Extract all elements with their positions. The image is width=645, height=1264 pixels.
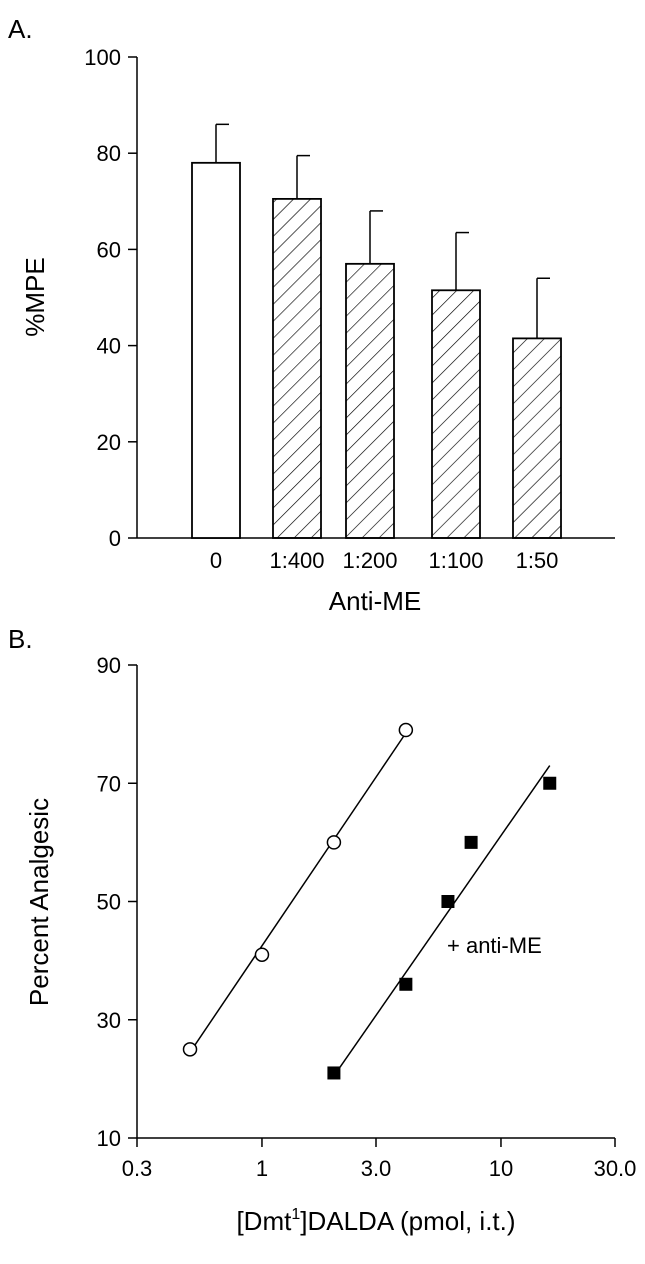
panel-b-x-tick-label: 1 <box>256 1156 268 1181</box>
panel-a-bar <box>345 262 395 539</box>
panel-a-category-label: 1:200 <box>342 548 397 573</box>
panel-b-chart: B. 10 30 50 70 90 0.3 1 3.0 10 30.0 + anti-ME [D… <box>8 624 636 1236</box>
panel-b-y-tick-label: 10 <box>97 1126 121 1151</box>
panel-a-bar <box>272 197 322 539</box>
panel-a-y-tick-label: 0 <box>109 526 121 551</box>
panel-b-x-tick-label: 30.0 <box>594 1156 637 1181</box>
panel-b-annotation: + anti-ME <box>447 933 542 958</box>
panel-b-y-axis-title: Percent Analgesic <box>24 798 54 1006</box>
panel-b-filled-square-point <box>441 895 455 908</box>
panel-b-y-tick-label: 70 <box>97 771 121 796</box>
panel-b-filled-square-point <box>399 977 413 991</box>
panel-b-fit-line-1 <box>189 732 407 1053</box>
panel-b-fit-line-2 <box>333 765 551 1077</box>
panel-a-bar <box>512 337 562 539</box>
panel-b-y-tick-label: 50 <box>97 890 121 915</box>
panel-a-y-tick-label: 20 <box>97 430 121 455</box>
panel-b-x-axis-title: [Dmt1]DALDA (pmol, i.t.) <box>236 1206 515 1236</box>
panel-a-category-label: 1:400 <box>269 548 324 573</box>
panel-a-x-axis-title: Anti-ME <box>329 586 421 616</box>
panel-b-label: B. <box>8 624 33 654</box>
panel-b-filled-square-point <box>327 1066 341 1080</box>
panel-a-category-label: 0 <box>210 548 222 573</box>
panel-b-open-circle-point <box>398 722 414 738</box>
panel-b-x-tick-label: 10 <box>489 1156 513 1181</box>
panel-a-label: A. <box>8 14 33 44</box>
panel-a-y-tick-label: 80 <box>97 141 121 166</box>
panel-b-open-circle-point <box>326 835 342 850</box>
panel-a-y-axis-title: %MPE <box>20 257 50 336</box>
panel-b-filled-square-point <box>543 776 557 790</box>
panel-b-x-tick-label: 3.0 <box>361 1156 392 1181</box>
panel-a-chart: A. 0 20 40 60 80 100 0 1:400 1:200 1:100 1:50 Ant… <box>8 14 615 616</box>
panel-b-y-tick-label: 90 <box>97 653 121 678</box>
panel-a-category-label: 1:50 <box>516 548 559 573</box>
panel-a-bar <box>191 161 241 539</box>
panel-b-open-circle-point <box>254 947 270 962</box>
panel-a-category-label: 1:100 <box>428 548 483 573</box>
panel-a-y-tick-label: 100 <box>84 45 121 70</box>
panel-b-open-circle-point <box>182 1042 198 1057</box>
panel-a-y-tick-label: 40 <box>97 334 121 359</box>
panel-a-bar <box>431 289 481 539</box>
panel-a-y-tick-label: 60 <box>97 237 121 262</box>
panel-b-y-tick-label: 30 <box>97 1008 121 1033</box>
panel-b-filled-square-point <box>464 835 478 849</box>
panel-b-x-tick-label: 0.3 <box>122 1156 153 1181</box>
